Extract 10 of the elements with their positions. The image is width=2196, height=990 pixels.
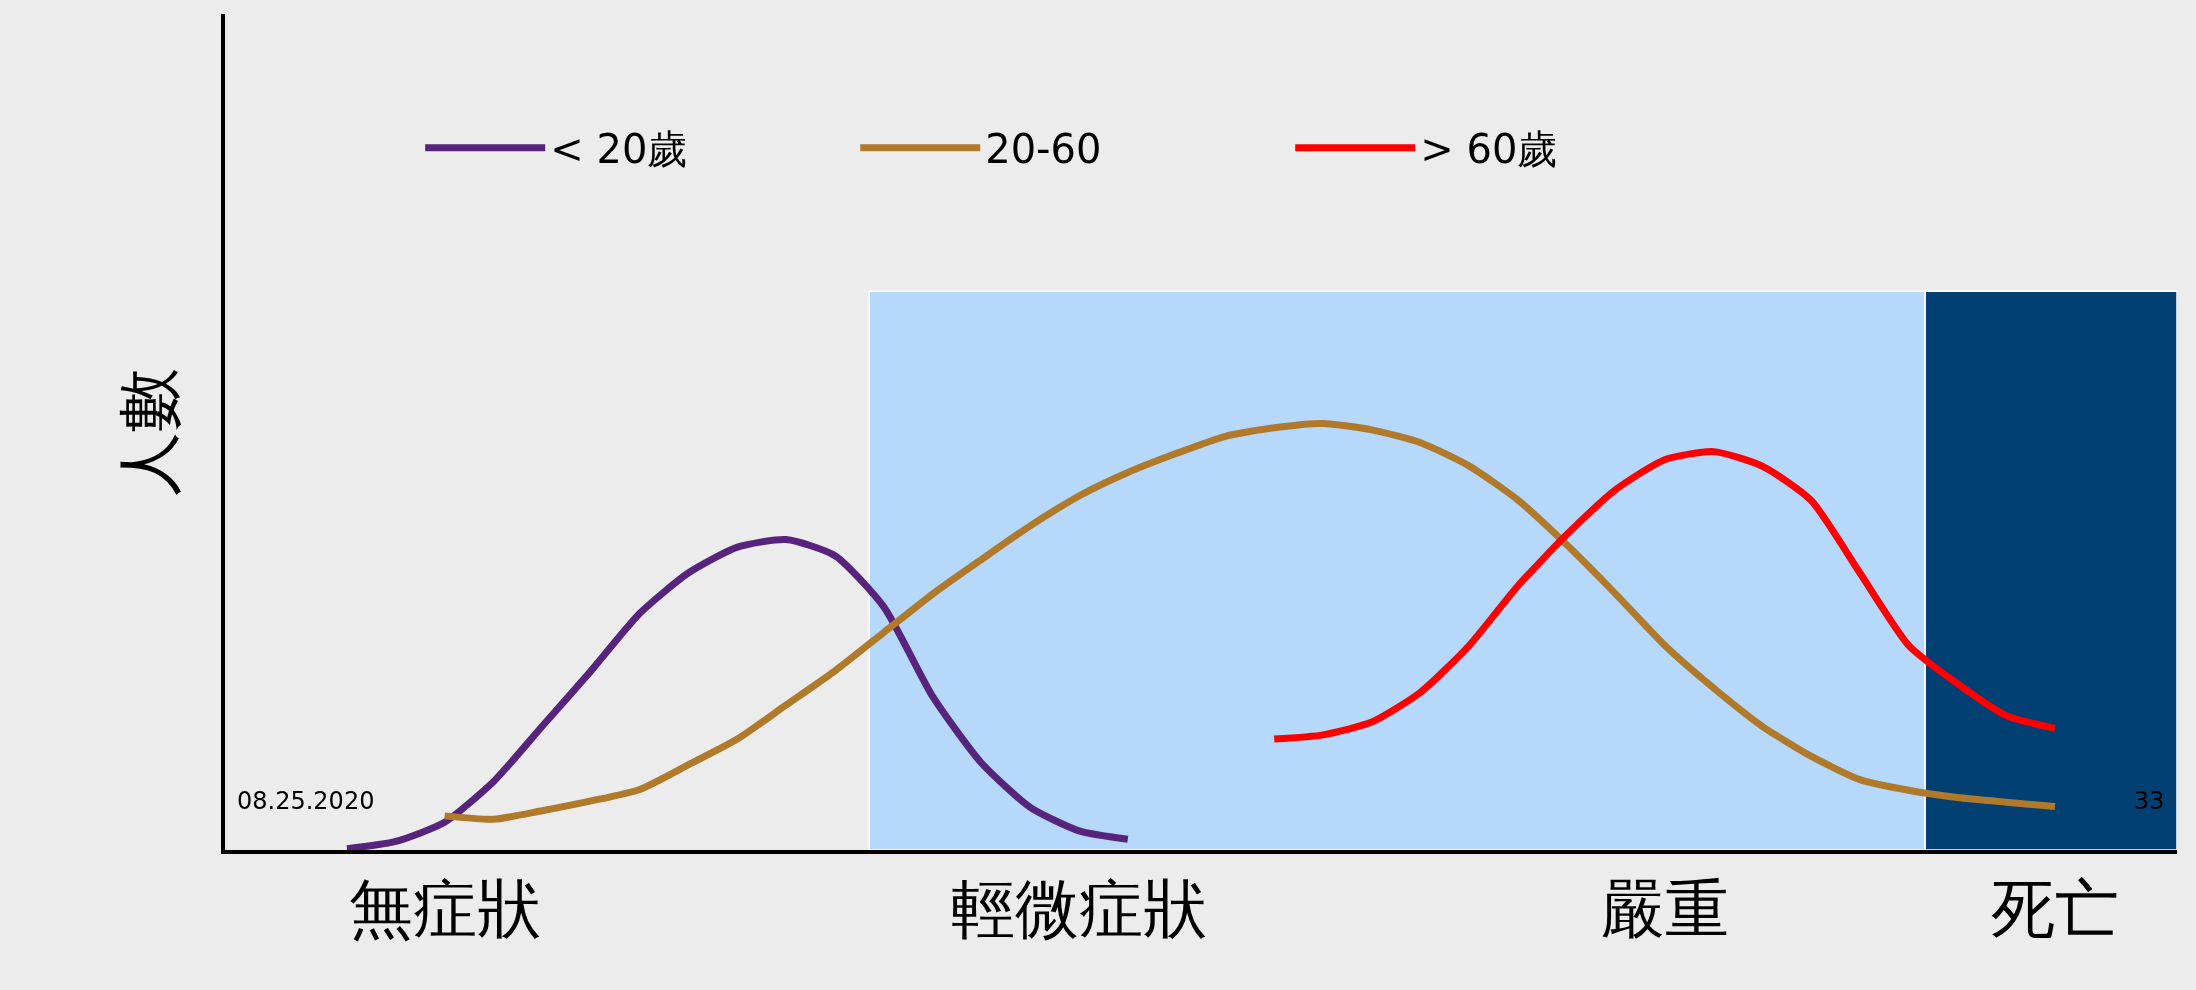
x-tick-label: 無症狀 [348,871,541,946]
legend-label: 20-60 [985,126,1102,173]
legend-label: < 20歲 [550,126,688,173]
annotation: 08.25.2020 [237,787,375,815]
x-tick-label: 死亡 [1991,871,2119,946]
x-tick-label: 嚴重 [1600,871,1729,946]
x-tick-label: 輕微症狀 [951,871,1207,946]
annotation: 33 [2134,787,2165,815]
y-axis-title: 人數 [111,368,186,496]
legend-label: > 60歲 [1420,126,1558,173]
